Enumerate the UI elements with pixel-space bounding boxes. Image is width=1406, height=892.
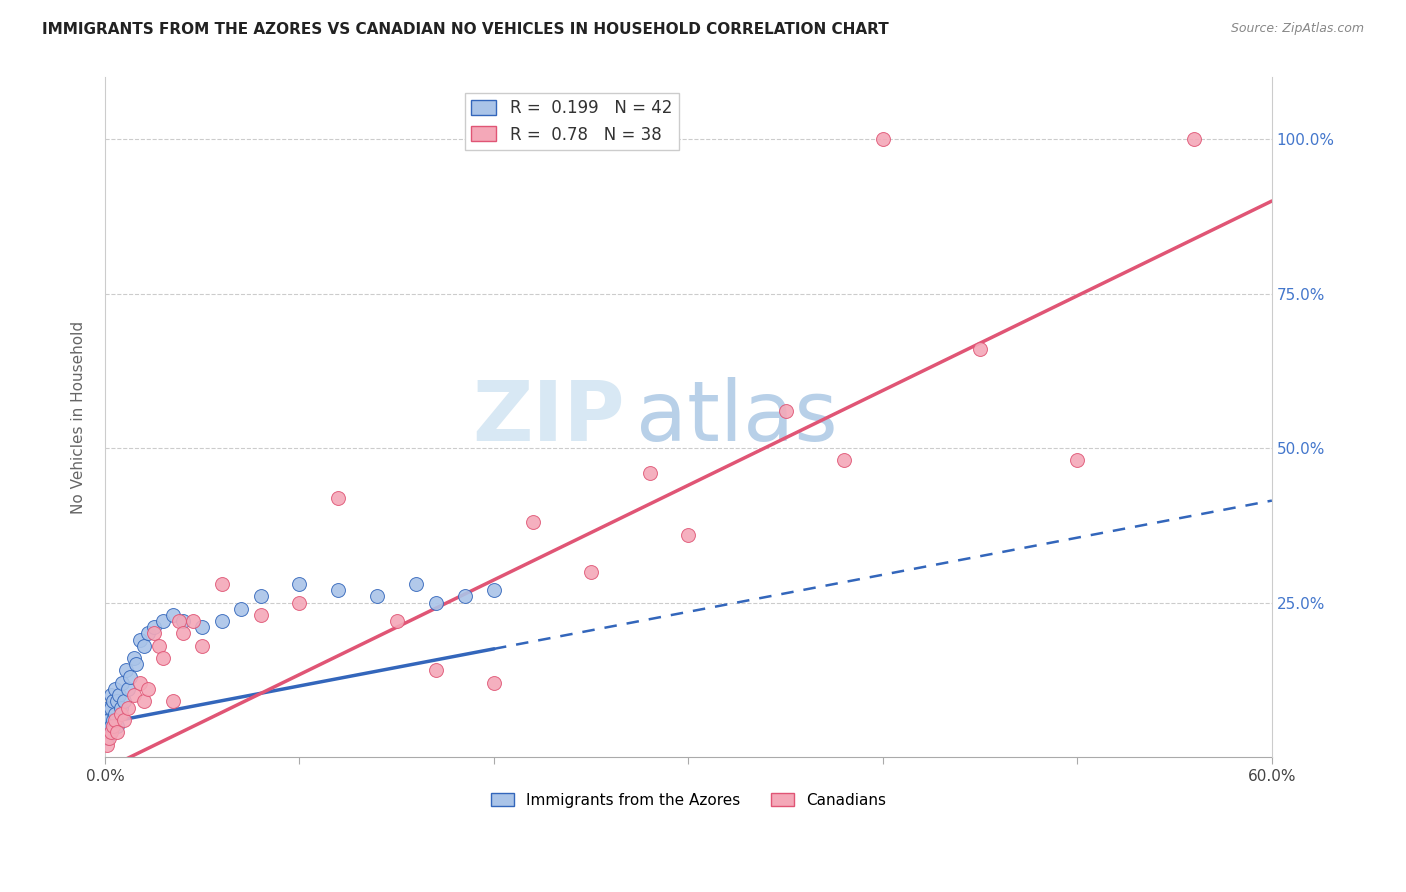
Text: IMMIGRANTS FROM THE AZORES VS CANADIAN NO VEHICLES IN HOUSEHOLD CORRELATION CHAR: IMMIGRANTS FROM THE AZORES VS CANADIAN N… (42, 22, 889, 37)
Point (110, 700, 132, 714)
Point (129, 632, 152, 647)
Point (110, 706, 132, 721)
Legend: Immigrants from the Azores, Canadians: Immigrants from the Azores, Canadians (485, 787, 891, 814)
Point (97, 700, 120, 714)
Point (115, 664, 138, 678)
Point (104, 713, 127, 727)
Point (211, 577, 233, 591)
Point (152, 614, 174, 628)
Point (482, 583, 505, 598)
Point (328, 583, 350, 598)
Point (191, 639, 214, 653)
Point (454, 590, 477, 604)
Point (162, 694, 184, 708)
Text: ZIP: ZIP (472, 376, 624, 458)
Point (125, 657, 148, 672)
Point (328, 491, 350, 505)
Point (100, 725, 122, 739)
Point (172, 614, 194, 628)
Point (366, 590, 388, 604)
Point (191, 620, 214, 634)
Point (136, 626, 159, 640)
Point (104, 681, 127, 696)
Point (105, 719, 128, 733)
Point (249, 607, 271, 622)
Point (142, 620, 165, 634)
Point (162, 607, 184, 622)
Point (132, 694, 155, 708)
Point (100, 719, 122, 733)
Point (122, 688, 145, 702)
Point (107, 688, 129, 702)
Point (775, 404, 797, 418)
Point (181, 614, 204, 628)
Point (114, 694, 136, 708)
Point (100, 700, 122, 714)
Point (111, 675, 134, 690)
Point (117, 681, 139, 696)
Point (678, 527, 700, 541)
Point (1066, 453, 1088, 467)
Point (101, 713, 124, 727)
Point (96, 706, 118, 721)
Point (288, 577, 311, 591)
Point (129, 675, 152, 690)
Point (101, 719, 124, 733)
Point (638, 466, 661, 480)
Point (114, 713, 136, 727)
Point (249, 590, 271, 604)
Point (425, 664, 447, 678)
Point (231, 601, 253, 615)
Y-axis label: No Vehicles in Household: No Vehicles in Household (72, 320, 86, 514)
Point (172, 626, 194, 640)
Point (405, 577, 427, 591)
Point (211, 614, 233, 628)
Point (100, 688, 122, 702)
Point (832, 453, 855, 467)
Point (148, 639, 170, 653)
Point (132, 639, 155, 653)
Point (167, 614, 190, 628)
Point (101, 694, 124, 708)
Point (105, 694, 128, 708)
Point (97, 713, 120, 727)
Point (97, 725, 120, 739)
Point (579, 565, 602, 579)
Point (104, 706, 127, 721)
Point (425, 595, 447, 609)
Point (96, 738, 118, 752)
Point (122, 651, 145, 665)
Point (385, 614, 408, 628)
Point (120, 670, 142, 684)
Text: atlas: atlas (636, 376, 838, 458)
Point (105, 725, 128, 739)
Point (1182, 132, 1205, 146)
Point (117, 700, 139, 714)
Point (969, 343, 991, 357)
Text: Source: ZipAtlas.com: Source: ZipAtlas.com (1230, 22, 1364, 36)
Point (482, 675, 505, 690)
Point (522, 515, 544, 529)
Point (288, 595, 311, 609)
Point (136, 681, 159, 696)
Point (96, 719, 118, 733)
Point (152, 651, 174, 665)
Point (872, 132, 894, 146)
Point (142, 626, 165, 640)
Point (97, 731, 120, 746)
Point (96, 731, 118, 746)
